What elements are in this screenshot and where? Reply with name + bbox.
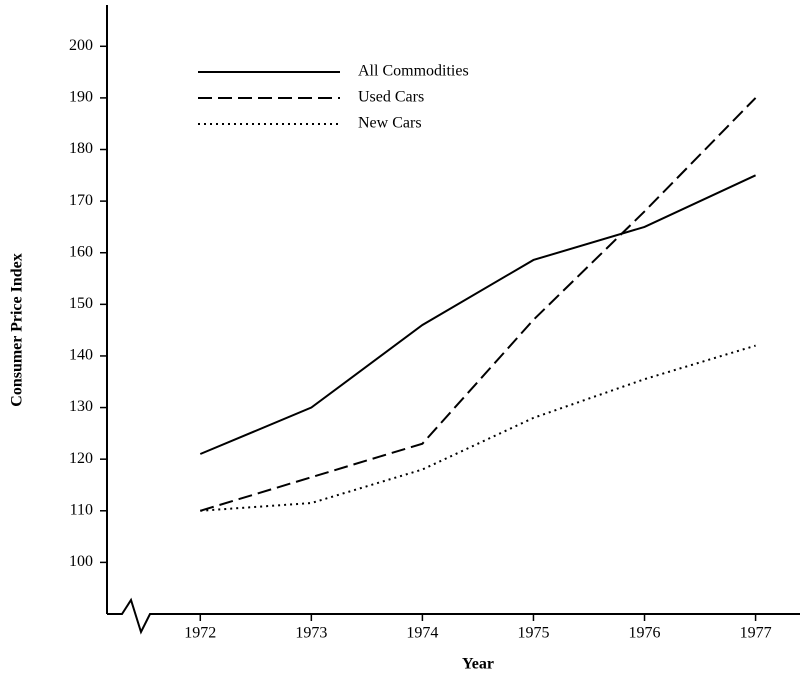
legend-label: New Cars: [358, 115, 422, 132]
x-tick-label: 1973: [295, 625, 327, 642]
y-tick-label: 200: [69, 37, 93, 54]
y-tick-label: 150: [69, 295, 93, 312]
y-tick-label: 160: [69, 243, 93, 260]
x-tick-label: 1976: [629, 625, 661, 642]
y-tick-label: 180: [69, 140, 93, 157]
x-axis: [107, 597, 800, 635]
legend-label: All Commodities: [358, 63, 469, 80]
x-tick-label: 1975: [517, 625, 549, 642]
x-tick-label: 1972: [184, 625, 216, 642]
legend-label: Used Cars: [358, 89, 424, 106]
y-tick-label: 140: [69, 347, 93, 364]
y-tick-label: 110: [70, 501, 93, 518]
x-tick-label: 1974: [406, 625, 438, 642]
series-line: [200, 344, 756, 512]
y-tick-label: 100: [69, 553, 93, 570]
y-tick-label: 130: [69, 398, 93, 415]
y-tick-label: 190: [69, 89, 93, 106]
x-tick-label: 1977: [740, 625, 772, 642]
x-axis-label: Year: [462, 656, 494, 673]
y-tick-label: 120: [69, 450, 93, 467]
y-tick-label: 170: [69, 192, 93, 209]
y-axis-label: Consumer Price Index: [9, 253, 26, 406]
series-line: [199, 97, 757, 512]
series-line: [199, 174, 756, 455]
